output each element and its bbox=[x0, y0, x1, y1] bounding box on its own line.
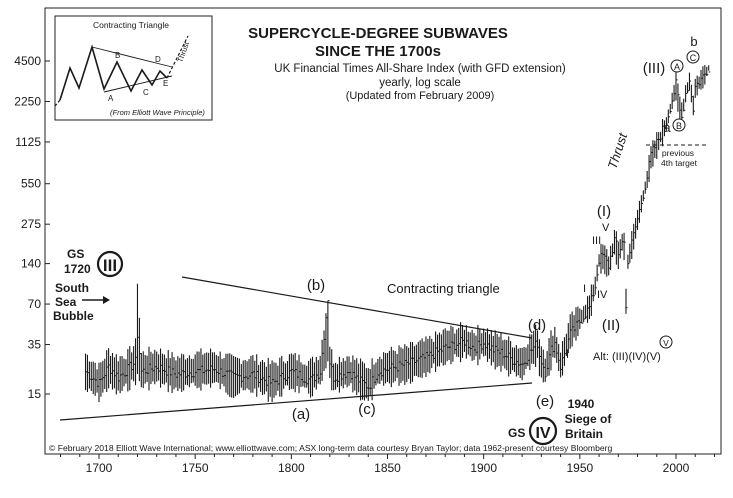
gs-label-1940: GS bbox=[508, 426, 525, 440]
x-tick-label: 1850 bbox=[374, 461, 401, 475]
inset-lower-trendline bbox=[103, 75, 173, 93]
x-tick-label: 1950 bbox=[566, 461, 593, 475]
inset-dashed-thrust bbox=[166, 35, 189, 79]
y-tick-label: 140 bbox=[21, 257, 41, 271]
wave-c-label: (c) bbox=[358, 401, 376, 418]
circle-V-marker bbox=[659, 335, 673, 349]
inset-label-d: D bbox=[155, 55, 161, 64]
x-tick-label: 2000 bbox=[663, 461, 690, 475]
inset-frame bbox=[54, 15, 213, 121]
inset-label-c: C bbox=[143, 88, 149, 97]
siege-of-label: Siege of bbox=[565, 412, 613, 426]
y-tick-label: 1125 bbox=[15, 135, 41, 149]
small-I-label: I bbox=[583, 283, 586, 295]
y-tick-label: 15 bbox=[28, 387, 42, 401]
plot-frame bbox=[44, 7, 722, 455]
south-sea-arrowhead bbox=[103, 296, 110, 304]
chart-title: SUPERCYCLE-DEGREE SUBWAVES bbox=[248, 25, 508, 42]
subtitle-line-2: yearly, log scale bbox=[379, 77, 461, 89]
x-tick-label: 1900 bbox=[470, 461, 497, 475]
price-bars bbox=[84, 65, 711, 403]
wave-I-label: (I) bbox=[597, 203, 611, 220]
inset-dashed-start bbox=[54, 99, 61, 107]
chart-title-line2: SINCE THE 1700s bbox=[315, 43, 441, 60]
gs-label-1720: GS bbox=[67, 247, 84, 261]
wave-e-label: (e) bbox=[536, 393, 554, 410]
inset-upper-trendline bbox=[91, 46, 173, 68]
inset-title: Contracting Triangle bbox=[93, 20, 169, 30]
britain-label: Britain bbox=[565, 427, 603, 441]
subtitle-line-3: (Updated from February 2009) bbox=[346, 90, 495, 102]
small-II-label: II bbox=[563, 349, 569, 361]
y-tick-label: 70 bbox=[28, 297, 42, 311]
x-tick-label: 1700 bbox=[86, 461, 113, 475]
inset-label-b: B bbox=[115, 51, 120, 60]
inset-label-a: A bbox=[108, 94, 114, 103]
triangle-upper-line bbox=[181, 276, 533, 339]
wave-III-circle bbox=[96, 250, 124, 278]
inset-label-e: E bbox=[163, 79, 168, 88]
y-tick-label: 35 bbox=[28, 338, 42, 352]
x-tick-label: 1750 bbox=[182, 461, 209, 475]
fourth-target-label: 4th target bbox=[661, 158, 698, 168]
y-tick-label: 2250 bbox=[14, 94, 41, 108]
south-label: South bbox=[55, 281, 89, 295]
inset-contracting-triangle: Contracting Triangle A B C D E Thrust (F… bbox=[54, 15, 213, 121]
y-axis: 15 35 70 140 275 550 1125 2250 4500 bbox=[14, 54, 50, 401]
circle-C-marker bbox=[686, 50, 700, 64]
gs-year-1720: 1720 bbox=[64, 262, 91, 276]
y-tick-label: 4500 bbox=[14, 54, 41, 68]
contracting-triangle-label: Contracting triangle bbox=[387, 281, 500, 296]
previous-label: previous bbox=[662, 148, 694, 158]
thrust-label: Thrust bbox=[605, 130, 631, 171]
x-axis: 1700 1750 1800 1850 1900 1950 2000 bbox=[60, 454, 715, 475]
bubble-label: Bubble bbox=[53, 309, 94, 323]
sea-label: Sea bbox=[55, 295, 77, 309]
circle-B-label: B bbox=[676, 121, 682, 131]
small-V-label: V bbox=[602, 222, 610, 234]
wave-III-roman: III bbox=[103, 256, 117, 275]
alt-count-label: Alt: (III)(IV)(V) bbox=[593, 351, 661, 363]
inset-source: (From Elliott Wave Principle) bbox=[110, 108, 205, 117]
footer-credit: © February 2018 Elliott Wave Internation… bbox=[49, 443, 613, 453]
circle-C-label: C bbox=[690, 53, 697, 63]
circle-A-marker bbox=[670, 59, 684, 73]
circle-V-label: V bbox=[663, 338, 669, 348]
x-tick-label: 1800 bbox=[278, 461, 305, 475]
wave-small-b-label: b bbox=[690, 34, 697, 49]
wave-d-label: (d) bbox=[528, 317, 546, 334]
wave-II-label: (II) bbox=[602, 317, 620, 334]
wave-small-a-label: a bbox=[663, 120, 671, 135]
subtitle-line-1: UK Financial Times All-Share Index (with… bbox=[274, 63, 566, 75]
circle-A-label: A bbox=[674, 62, 680, 72]
circle-B-marker bbox=[672, 118, 686, 132]
wave-IV-circle bbox=[528, 416, 558, 446]
siege-year: 1940 bbox=[568, 397, 595, 411]
y-tick-label: 275 bbox=[21, 217, 41, 231]
small-III-label: III bbox=[592, 235, 601, 247]
wave-a-label: (a) bbox=[292, 406, 310, 423]
wave-III-paren-label: (III) bbox=[643, 60, 666, 77]
wave-IV-roman: IV bbox=[535, 425, 550, 442]
small-IV-label: IV bbox=[597, 289, 608, 301]
triangle-lower-line bbox=[59, 382, 533, 421]
wave-b-label: (b) bbox=[307, 277, 325, 294]
y-tick-label: 550 bbox=[21, 177, 41, 191]
